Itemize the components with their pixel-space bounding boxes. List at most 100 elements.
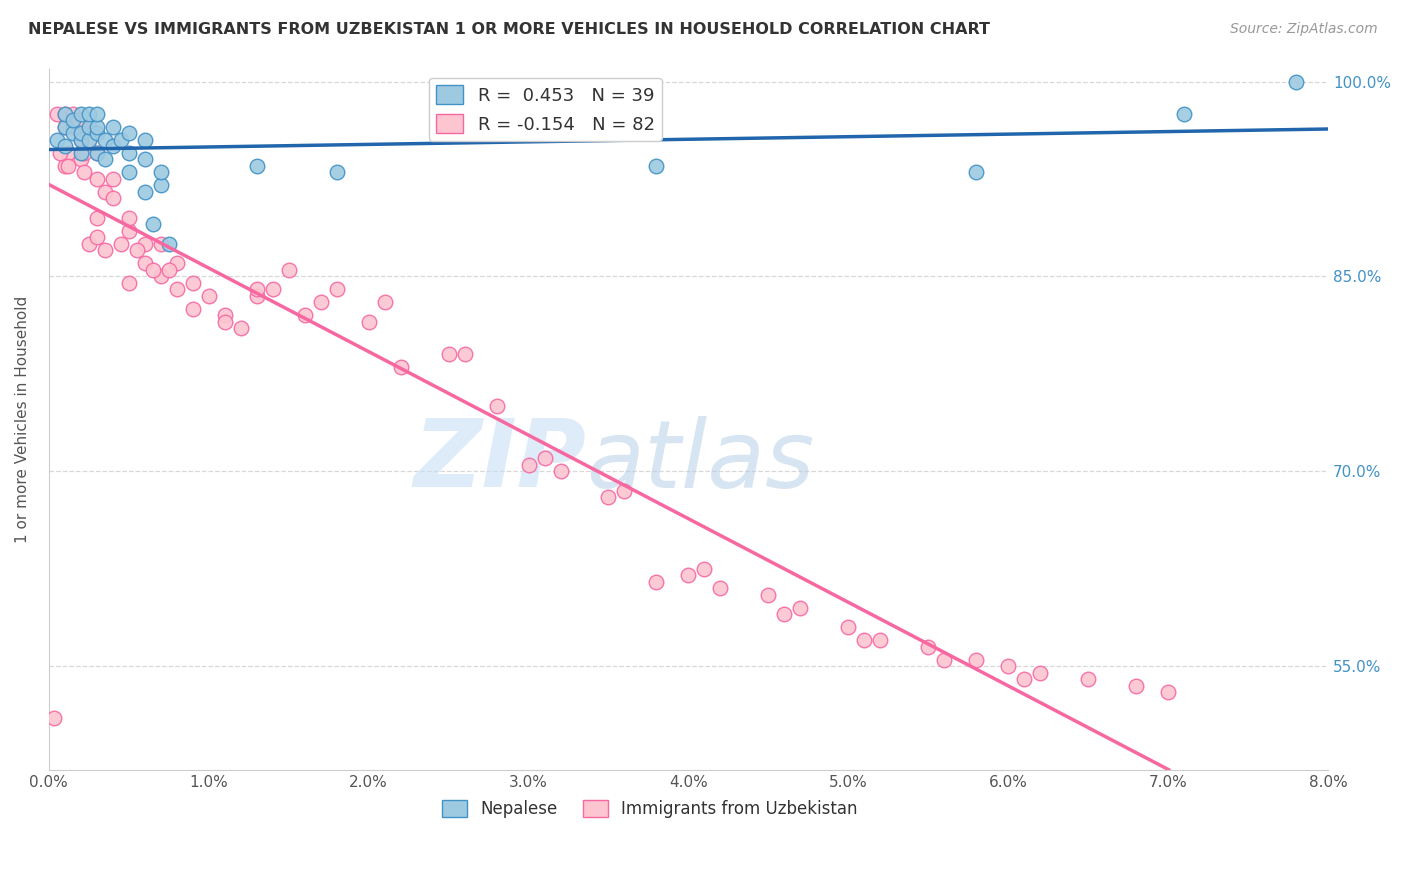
Point xyxy=(965,652,987,666)
Point xyxy=(149,178,172,193)
Point xyxy=(758,588,780,602)
Point xyxy=(93,185,115,199)
Point xyxy=(93,153,115,167)
Point xyxy=(1157,685,1180,699)
Point xyxy=(1285,74,1308,88)
Point xyxy=(389,360,412,375)
Point xyxy=(45,133,67,147)
Point xyxy=(1014,672,1036,686)
Point xyxy=(118,276,141,290)
Point xyxy=(118,127,141,141)
Point xyxy=(62,120,84,134)
Point xyxy=(86,211,108,225)
Point xyxy=(77,107,100,121)
Point xyxy=(934,652,956,666)
Point xyxy=(166,256,188,270)
Point xyxy=(1077,672,1099,686)
Point xyxy=(598,490,620,504)
Point xyxy=(77,120,100,134)
Point xyxy=(69,107,91,121)
Point xyxy=(118,224,141,238)
Point xyxy=(53,120,76,134)
Point xyxy=(149,269,172,284)
Point xyxy=(149,165,172,179)
Point xyxy=(134,256,156,270)
Point xyxy=(357,315,380,329)
Point xyxy=(517,458,540,472)
Point xyxy=(93,244,115,258)
Point xyxy=(93,133,115,147)
Point xyxy=(181,276,204,290)
Point xyxy=(86,145,108,160)
Point xyxy=(134,236,156,251)
Point xyxy=(214,309,236,323)
Point xyxy=(325,282,347,296)
Point xyxy=(1029,665,1052,680)
Point xyxy=(437,347,460,361)
Point xyxy=(197,289,219,303)
Point xyxy=(86,230,108,244)
Point xyxy=(62,113,84,128)
Point xyxy=(142,263,165,277)
Point xyxy=(53,107,76,121)
Point xyxy=(118,145,141,160)
Point xyxy=(965,165,987,179)
Point xyxy=(77,236,100,251)
Point xyxy=(181,301,204,316)
Text: Source: ZipAtlas.com: Source: ZipAtlas.com xyxy=(1230,22,1378,37)
Point xyxy=(110,133,132,147)
Point xyxy=(77,133,100,147)
Text: ZIP: ZIP xyxy=(413,416,586,508)
Point xyxy=(134,153,156,167)
Point xyxy=(73,145,96,160)
Point xyxy=(773,607,796,621)
Point xyxy=(437,127,460,141)
Point xyxy=(693,561,716,575)
Point xyxy=(69,120,91,134)
Point xyxy=(134,133,156,147)
Point xyxy=(309,295,332,310)
Point xyxy=(86,172,108,186)
Point xyxy=(110,236,132,251)
Point xyxy=(645,159,668,173)
Point xyxy=(166,282,188,296)
Point xyxy=(56,159,79,173)
Text: atlas: atlas xyxy=(586,416,814,507)
Point xyxy=(246,289,269,303)
Point xyxy=(277,263,299,277)
Point xyxy=(533,451,555,466)
Point xyxy=(1173,107,1195,121)
Point xyxy=(86,120,108,134)
Point xyxy=(678,568,700,582)
Point xyxy=(56,145,79,160)
Point xyxy=(69,153,91,167)
Point xyxy=(77,133,100,147)
Point xyxy=(294,309,316,323)
Point xyxy=(125,244,148,258)
Point xyxy=(157,263,180,277)
Point xyxy=(246,282,269,296)
Point xyxy=(86,107,108,121)
Point xyxy=(62,107,84,121)
Point xyxy=(325,165,347,179)
Point xyxy=(134,185,156,199)
Point xyxy=(53,159,76,173)
Point xyxy=(53,120,76,134)
Point xyxy=(262,282,284,296)
Point xyxy=(917,640,939,654)
Point xyxy=(157,236,180,251)
Point xyxy=(69,127,91,141)
Point xyxy=(101,191,124,205)
Point xyxy=(1125,679,1147,693)
Point xyxy=(118,165,141,179)
Point xyxy=(709,581,731,595)
Point xyxy=(62,127,84,141)
Point xyxy=(246,159,269,173)
Point xyxy=(53,107,76,121)
Point xyxy=(45,107,67,121)
Point xyxy=(101,120,124,134)
Point xyxy=(997,659,1019,673)
Point xyxy=(53,139,76,153)
Point xyxy=(214,315,236,329)
Point xyxy=(86,145,108,160)
